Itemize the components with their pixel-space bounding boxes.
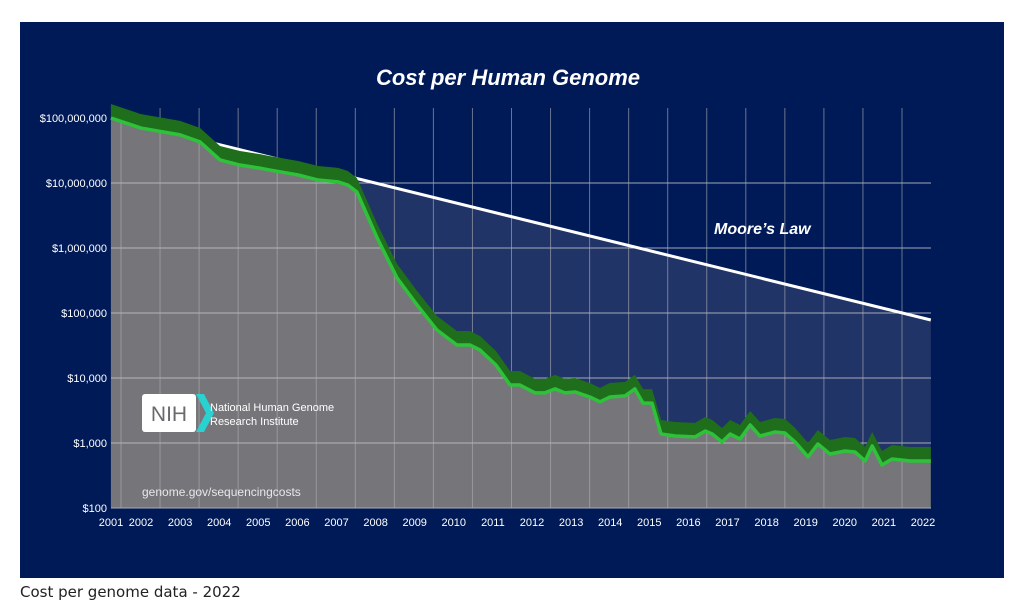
x-tick-label: 2005: [246, 517, 270, 529]
x-tick-label: 2014: [598, 517, 622, 529]
y-tick-label: $1,000: [73, 438, 107, 450]
moores-law-gap-area: [354, 177, 931, 465]
nih-logo-text-line2: Research Institute: [210, 416, 299, 428]
x-tick-label: 2020: [833, 517, 857, 529]
source-url: genome.gov/sequencingcosts: [142, 485, 301, 499]
x-tick-label: 2021: [872, 517, 896, 529]
x-tick-label: 2018: [754, 517, 778, 529]
chart-panel: $100,000,000 $10,000,000 $1,000,000 $100,00…: [20, 22, 1004, 578]
x-tick-label: 2011: [481, 517, 505, 529]
y-tick-label: $10,000,000: [46, 178, 107, 190]
y-tick-label: $100: [83, 503, 107, 515]
x-tick-label: 2001: [99, 517, 123, 529]
figure-caption: Cost per genome data - 2022: [20, 583, 241, 601]
x-tick-label: 2016: [676, 517, 700, 529]
x-tick-label: 2012: [520, 517, 544, 529]
y-tick-label: $10,000: [67, 373, 107, 385]
chart-title: Cost per Human Genome: [376, 65, 640, 90]
x-tick-label: 2010: [442, 517, 466, 529]
x-tick-label: 2002: [129, 517, 153, 529]
nih-logo-box: [142, 394, 196, 432]
x-tick-label: 2003: [168, 517, 192, 529]
x-tick-label: 2007: [324, 517, 348, 529]
nih-logo-text-line1: National Human Genome: [210, 402, 334, 414]
y-tick-label: $100,000: [61, 308, 107, 320]
x-tick-label: 2015: [637, 517, 661, 529]
x-tick-label: 2008: [363, 517, 387, 529]
moores-law-label: Moore’s Law: [714, 221, 812, 238]
x-tick-label: 2013: [559, 517, 583, 529]
x-tick-label: 2004: [207, 517, 231, 529]
nih-logo-mark: NIH: [151, 403, 187, 426]
x-tick-label: 2022: [911, 517, 935, 529]
x-tick-label: 2006: [285, 517, 309, 529]
cost-per-genome-chart: $100,000,000 $10,000,000 $1,000,000 $100,00…: [40, 65, 936, 529]
x-tick-label: 2017: [715, 517, 739, 529]
nih-logo-chevron-icon: [196, 394, 214, 432]
x-tick-label: 2019: [793, 517, 817, 529]
x-tick-label: 2009: [402, 517, 426, 529]
y-tick-label: $100,000,000: [40, 113, 107, 125]
y-tick-label: $1,000,000: [52, 243, 107, 255]
